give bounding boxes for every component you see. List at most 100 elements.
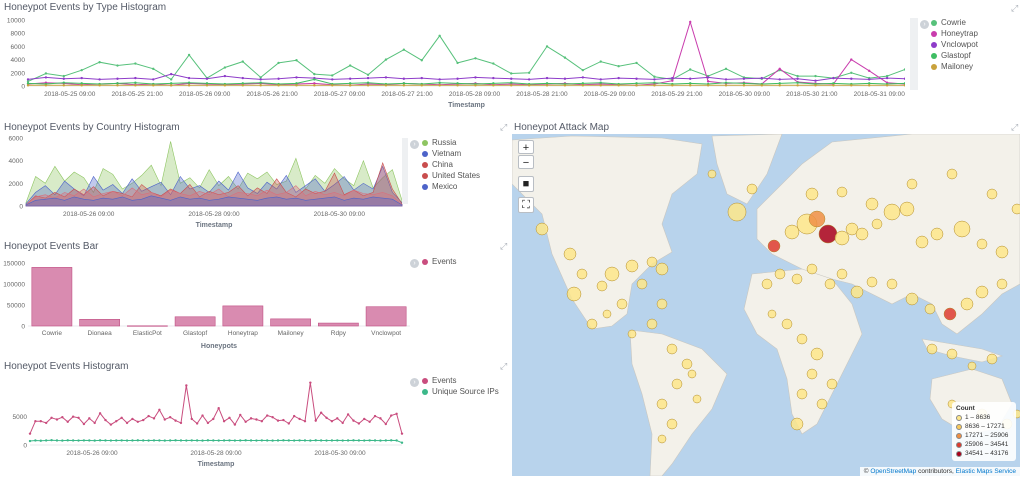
legend-item-vietnam[interactable]: Vietnam [422,148,480,159]
events-legend-toggle-icon[interactable]: › [410,378,419,387]
world-map[interactable] [512,134,1020,476]
fit-bounds-button[interactable]: ⛶ [518,197,534,213]
x-tick-label: 2018-05-28 09:00 [190,450,242,457]
data-point [277,84,280,87]
legend-item-china[interactable]: China [422,159,480,170]
data-point [282,418,285,422]
data-point [134,62,137,65]
data-point [456,84,459,87]
attack-map[interactable]: + − ■ ⛶ Count 1 – 8636 8636 – 17271 1727… [512,134,1020,476]
type-legend-scrollbar[interactable] [910,18,918,90]
data-point [384,84,388,87]
country-histogram-chart: 6000 4000 2000 0 2018-05-26 09:00 2018-05-28 … [9,136,403,229]
attack-marker [883,203,901,221]
events-histogram-expand-icon[interactable]: ⤢ [500,361,508,371]
data-point [868,84,871,87]
data-point [635,84,638,87]
series-area-vietnam [25,165,403,207]
legend-item-glastopf[interactable]: Glastopf [931,50,978,61]
legend-item-events-line[interactable]: Events [422,375,499,386]
x-tick-label: Mailoney [278,330,305,337]
bar-legend-toggle-icon[interactable]: › [410,259,419,268]
map-markers[interactable] [535,168,1020,444]
data-point [205,84,209,87]
legend-item-honeytrap[interactable]: Honeytrap [931,28,978,39]
legend-item-united-states[interactable]: United States [422,170,480,181]
series-line-vnclowpot [27,73,905,82]
legend-label-united-states: United States [432,171,481,180]
data-point [706,80,710,83]
data-point [80,82,83,85]
data-point [233,423,237,426]
legend-item-events[interactable]: Events [422,256,456,267]
data-point [319,439,323,442]
data-point [116,64,119,67]
legend-item-mailoney[interactable]: Mailoney [931,61,978,72]
data-point [142,439,145,442]
attack-map-expand-icon[interactable]: ⤢ [1011,122,1019,132]
data-point [120,416,123,419]
data-point [255,418,258,421]
legend-item-cowrie[interactable]: Cowrie [931,17,978,28]
data-point [187,53,191,57]
data-point [212,417,215,421]
data-point [88,439,91,442]
data-point [373,439,377,442]
country-histogram-expand-icon[interactable]: ⤢ [500,122,508,132]
legend-dot-united-states [422,172,428,179]
data-point [276,439,280,442]
attack-marker [767,309,777,319]
x-tick-label: 2018-05-26 21:00 [246,91,298,98]
legend-item-vnclowpot[interactable]: Vnclowpot [931,39,978,50]
country-legend-toggle-icon[interactable]: › [410,140,419,149]
map-count-legend: Count 1 – 8636 8636 – 17271 17271 – 2590… [952,402,1016,461]
attack-marker [946,168,958,180]
data-point [190,439,193,442]
country-legend-scrollbar[interactable] [402,138,408,204]
data-point [241,82,244,85]
type-histogram-expand-icon[interactable]: ⤢ [1011,3,1019,13]
data-point [724,84,728,87]
data-point [492,62,495,65]
data-point [266,439,269,442]
data-point [26,78,30,81]
attack-marker [627,329,637,339]
type-legend-toggle-icon[interactable]: › [920,20,929,29]
data-point [348,82,352,85]
x-tick-label: 2018-05-30 09:00 [314,450,366,457]
openstreetmap-link[interactable]: OpenStreetMap [870,468,917,475]
zoom-out-button[interactable]: − [518,155,534,169]
data-point [98,78,101,81]
attack-marker [596,280,608,292]
legend-item-russia[interactable]: Russia [422,137,480,148]
data-point [796,84,799,87]
legend-item-mexico[interactable]: Mexico [422,181,480,192]
elastic-maps-link[interactable]: Elastic Maps Service [955,468,1016,475]
data-point [82,422,86,426]
attack-marker [1011,203,1020,215]
data-point [228,439,231,442]
legend-item-unique-ips[interactable]: Unique Source IPs [422,386,499,397]
data-point [66,439,69,442]
attack-marker [915,235,929,249]
data-point [249,439,253,442]
data-point [134,76,137,80]
data-point [80,68,83,72]
bar-honeytrap [222,305,264,327]
series-line-events [29,382,403,434]
data-point [402,84,406,87]
data-point [903,84,905,87]
y-tick-label: 0 [21,324,25,331]
data-point [390,439,393,442]
data-point [778,84,781,87]
data-point [420,76,423,80]
attack-marker [625,259,639,273]
draw-rectangle-button[interactable]: ■ [518,176,534,192]
data-point [303,439,307,442]
zoom-in-button[interactable]: + [518,140,534,154]
data-point [313,82,316,85]
data-point [131,417,134,421]
data-point [125,421,129,425]
events-bar-expand-icon[interactable]: ⤢ [500,241,508,251]
attack-marker [602,309,612,319]
